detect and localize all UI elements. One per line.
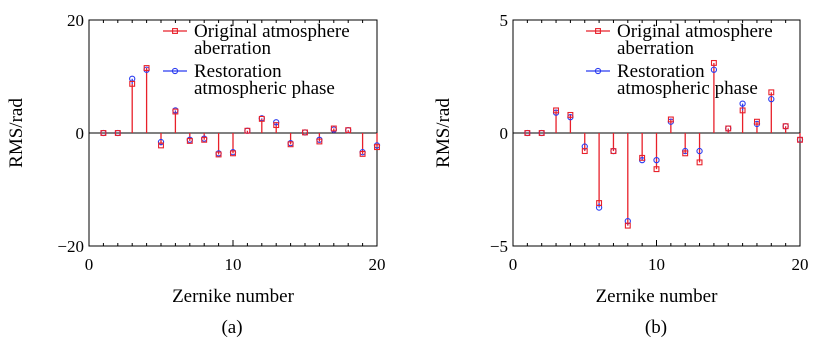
legend-marker-circle: [594, 67, 602, 75]
point-original: [114, 130, 121, 136]
point-original: [639, 154, 646, 161]
point-original: [316, 138, 323, 145]
legend-text: aberration: [617, 38, 695, 59]
point-original: [667, 116, 674, 123]
point-original: [725, 125, 732, 132]
point-original: [538, 130, 545, 136]
point-original: [273, 122, 280, 129]
x-tick-label: 0: [85, 255, 94, 274]
y-tick-label: 20: [67, 11, 84, 30]
x-tick-label: 20: [369, 255, 386, 274]
point-restoration: [157, 138, 165, 146]
point-original: [653, 166, 660, 173]
legend-text: atmospheric phase: [617, 78, 758, 99]
point-original: [230, 150, 236, 157]
point-original: [287, 141, 294, 148]
legend-text: Restoration: [617, 61, 705, 82]
y-axis-label: RMS/rad: [433, 98, 454, 168]
point-original: [330, 125, 337, 132]
point-restoration: [739, 100, 746, 107]
point-restoration: [710, 66, 718, 73]
point-original: [710, 59, 717, 66]
panel-label: (b): [645, 317, 667, 338]
point-original: [100, 130, 107, 136]
point-original: [143, 65, 150, 71]
point-original: [158, 142, 164, 149]
point-original: [581, 148, 588, 155]
point-original: [567, 111, 574, 118]
point-original: [244, 127, 251, 134]
point-original: [739, 107, 746, 114]
y-tick-label: 0: [500, 124, 509, 143]
x-tick-label: 10: [648, 255, 665, 274]
y-tick-label: 5: [500, 11, 509, 30]
legend-marker-circle: [171, 67, 179, 75]
point-original: [201, 136, 208, 143]
point-original: [610, 148, 617, 155]
point-original: [186, 137, 193, 144]
point-original: [768, 89, 775, 96]
legend-marker-square: [595, 28, 601, 34]
legend-text: Original atmosphere: [617, 21, 773, 42]
legend-text: atmospheric phase: [194, 78, 335, 99]
x-tick-label: 20: [792, 255, 809, 274]
point-original: [797, 136, 803, 143]
legend-text: aberration: [194, 38, 272, 59]
y-tick-label: −5: [490, 237, 508, 256]
point-original: [172, 108, 179, 115]
y-axis-label: RMS/rad: [6, 98, 27, 168]
point-original: [524, 130, 531, 136]
legend-marker-square: [172, 28, 178, 34]
point-original: [258, 115, 265, 122]
x-axis-label: Zernike number: [596, 286, 719, 307]
point-original: [374, 144, 380, 151]
y-tick-label: −20: [57, 237, 84, 256]
point-original: [753, 118, 760, 125]
point-original: [129, 80, 136, 87]
x-tick-label: 0: [509, 255, 518, 274]
x-axis-label: Zernike number: [172, 286, 295, 307]
legend-text: Restoration: [194, 61, 282, 82]
y-tick-label: 0: [76, 124, 85, 143]
point-original: [553, 107, 560, 114]
x-tick-label: 10: [225, 255, 242, 274]
point-original: [302, 129, 308, 136]
point-original: [596, 200, 603, 207]
point-original: [696, 159, 703, 166]
point-original: [682, 150, 689, 157]
point-original: [782, 123, 789, 130]
point-original: [624, 222, 631, 229]
point-restoration: [696, 147, 703, 155]
point-original: [215, 151, 222, 158]
point-original: [359, 150, 366, 157]
panel-label: (a): [221, 317, 242, 338]
legend-text: Original atmosphere: [194, 21, 350, 42]
point-original: [345, 127, 352, 134]
point-restoration: [768, 95, 775, 103]
point-restoration: [653, 156, 660, 164]
